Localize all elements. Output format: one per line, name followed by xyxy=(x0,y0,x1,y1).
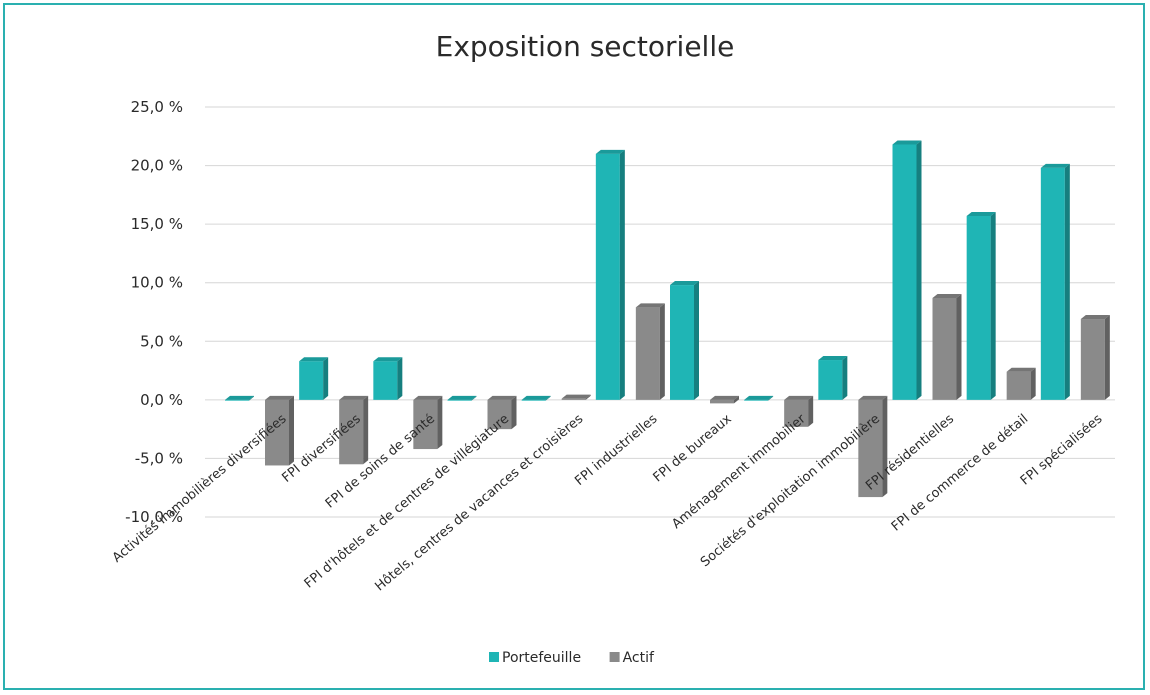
category-label: Aménagement immobilier xyxy=(669,411,809,532)
bar-portefeuille xyxy=(447,395,477,401)
bar-portefeuille xyxy=(521,395,551,401)
legend: Portefeuille Actif xyxy=(489,650,655,666)
bar-actif xyxy=(932,293,962,400)
bar-actif xyxy=(858,395,888,498)
legend-item: Actif xyxy=(609,650,655,666)
bar-actif xyxy=(339,395,369,465)
bar-portefeuille xyxy=(966,211,996,400)
bar-actif xyxy=(1006,367,1036,400)
y-tick-label: 25,0 % xyxy=(131,98,183,116)
category-label: Activités immobilières diversifiées xyxy=(110,411,290,565)
category-label: FPI de commerce de détail xyxy=(889,412,1031,535)
bar-portefeuille xyxy=(892,140,922,400)
category-label: FPI de bureaux xyxy=(651,411,735,485)
legend-swatch xyxy=(609,652,620,662)
y-tick-label: 10,0 % xyxy=(131,274,183,292)
legend-swatch xyxy=(489,652,499,662)
x-axis-labels: Activités immobilières diversifiées FPI d… xyxy=(110,411,1106,594)
y-axis-ticks: 25,0 % 20,0 % 15,0 % 10,0 % 5,0 % 0,0 % -5,0 %… xyxy=(125,98,183,526)
legend-item: Portefeuille xyxy=(489,650,581,666)
bar-portefeuille xyxy=(299,357,329,400)
y-tick-label: -5,0 % xyxy=(135,449,183,467)
bar-actif xyxy=(265,395,294,466)
bar-portefeuille xyxy=(225,395,254,401)
bar-actif xyxy=(635,303,665,400)
bar-portefeuille xyxy=(670,281,699,400)
y-tick-label: -10,0 % xyxy=(125,508,183,526)
bar-portefeuille xyxy=(595,149,625,400)
bar-portefeuille xyxy=(744,395,774,401)
bars xyxy=(225,140,1110,498)
bar-actif xyxy=(487,395,517,430)
bar-actif xyxy=(561,394,591,400)
chart-title: Exposition sectorielle xyxy=(435,30,735,63)
bar-actif xyxy=(413,395,443,450)
bar-portefeuille xyxy=(818,356,848,400)
bar-actif xyxy=(784,395,814,427)
bar-portefeuille xyxy=(373,357,403,400)
y-tick-label: 5,0 % xyxy=(140,332,183,350)
legend-label: Portefeuille xyxy=(502,650,581,666)
bar-actif xyxy=(1080,315,1110,400)
y-tick-label: 0,0 % xyxy=(140,391,183,409)
bar-actif xyxy=(710,395,739,404)
bar-portefeuille xyxy=(1040,163,1070,400)
legend-label: Actif xyxy=(623,650,655,666)
y-tick-label: 15,0 % xyxy=(131,215,183,233)
y-tick-label: 20,0 % xyxy=(131,157,183,175)
